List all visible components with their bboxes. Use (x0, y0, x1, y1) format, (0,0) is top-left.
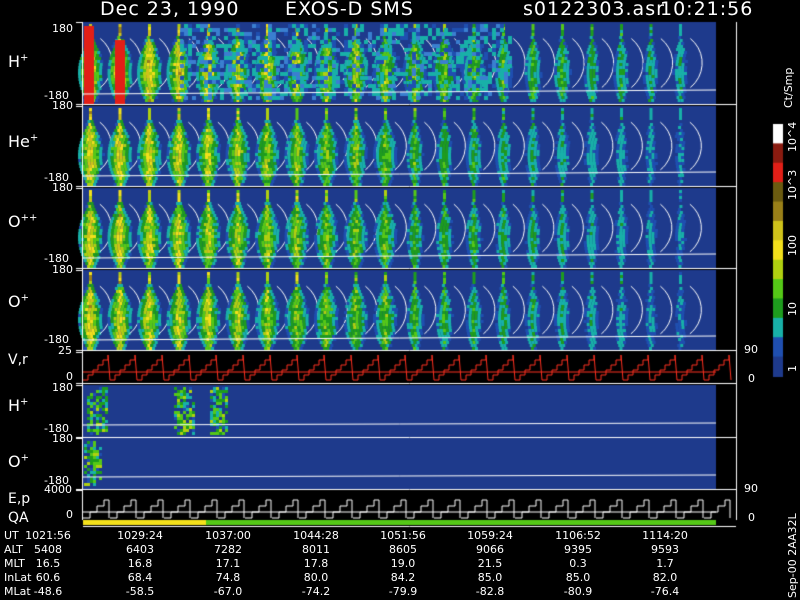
vr-right-bottom-tick: 0 (748, 372, 755, 385)
footer-value: 9066 (476, 543, 504, 556)
footer-value: 16.5 (35, 557, 61, 570)
panel-2-bottom-tick: -180 (44, 252, 69, 265)
footer-row-mlat: MLat -48.6 -58.5 -67.0 -74.2 -79.9 -82.8 -80.9 -… (0, 585, 800, 599)
small-0-bottom-tick: -180 (44, 422, 69, 435)
footer-value: 0.3 (569, 557, 587, 570)
footer-value: 74.8 (215, 571, 241, 584)
footer-row-label: MLat (4, 585, 31, 598)
footer-value: 7282 (214, 543, 242, 556)
footer-value: 1059:24 (467, 529, 513, 542)
footer-value: 8605 (389, 543, 417, 556)
footer-value: -48.6 (33, 585, 63, 598)
footer-value: -67.0 (213, 585, 243, 598)
small-panel-label-o-plus: O+ (8, 452, 29, 471)
footer-row-mlt: MLT 16.5 16.8 17.1 17.8 19.0 21.5 0.3 1.7 (0, 557, 800, 571)
footer-value: 8011 (302, 543, 330, 556)
footer-value: 5408 (34, 543, 62, 556)
vr-bottom-tick: 0 (66, 370, 73, 383)
footer-value: 9593 (651, 543, 679, 556)
ep-top-tick: 4000 (44, 483, 72, 496)
footer-row-label: MLT (4, 557, 25, 570)
footer-value: -79.9 (388, 585, 418, 598)
footer-value: 9395 (564, 543, 592, 556)
footer-value: 6403 (126, 543, 154, 556)
plot-time: 10:21:56 (660, 0, 754, 20)
ep-panel-label: E,p (8, 491, 31, 507)
footer-value: 85.0 (477, 571, 503, 584)
vr-top-tick: 25 (58, 344, 72, 357)
footer-value: 85.0 (565, 571, 591, 584)
footer-value: 1051:56 (380, 529, 426, 542)
footer-value: 17.1 (215, 557, 241, 570)
panel-0-top-tick: 180 (52, 22, 73, 35)
ep-right-top-tick: 90 (744, 482, 758, 495)
footer-value: 82.0 (652, 571, 678, 584)
footer-value: -74.2 (301, 585, 331, 598)
footer-value: -58.5 (125, 585, 155, 598)
footer-value: -80.9 (563, 585, 593, 598)
qa-label: QA (8, 510, 29, 526)
colorbar-label-1: 1 (786, 365, 799, 372)
colorbar-label-1e4: 10^4 (786, 121, 799, 152)
plot-date: Dec 23, 1990 (100, 0, 240, 20)
footer-value: 1114:20 (642, 529, 688, 542)
footer-value: 60.6 (35, 571, 61, 584)
footer-row-ut: UT 1021:56 1029:24 1037:00 1044:28 1051:56 105… (0, 529, 800, 543)
panel-label-o-plus: O+ (8, 292, 29, 311)
footer-value: 19.0 (390, 557, 416, 570)
footer-value: 1037:00 (205, 529, 251, 542)
plot-file: s0122303.asr (523, 0, 665, 20)
footer-value: 80.0 (303, 571, 329, 584)
footer-value: -82.8 (475, 585, 505, 598)
footer-value: 1029:24 (117, 529, 163, 542)
small-1-bottom-tick: -180 (44, 474, 69, 487)
colorbar-label-1e3: 10^3 (786, 169, 799, 200)
colorbar-label-100: 100 (786, 235, 799, 256)
panel-0-bottom-tick: -180 (44, 89, 69, 102)
ep-right-bottom-tick: 0 (748, 511, 755, 524)
panel-3-bottom-tick: -180 (44, 333, 69, 346)
vr-right-top-tick: 90 (744, 343, 758, 356)
footer-value: 68.4 (127, 571, 153, 584)
small-0-top-tick: 180 (52, 381, 73, 394)
footer-value: -76.4 (650, 585, 680, 598)
footer-value: 1044:28 (293, 529, 339, 542)
plot-instrument: EXOS-D SMS (285, 0, 414, 20)
vr-panel-label: V,r (8, 352, 28, 368)
panel-label-he-plus: He+ (8, 132, 39, 151)
footer-row-alt: ALT 5408 6403 7282 8011 8605 9066 9395 9593 (0, 543, 800, 557)
footer-value: 21.5 (477, 557, 503, 570)
panel-1-top-tick: 180 (52, 99, 73, 112)
panel-label-h-plus: H+ (8, 52, 29, 71)
footer-row-label: InLat (4, 571, 32, 584)
colorbar-unit: Ct/Smp (782, 67, 795, 108)
ep-bottom-tick: 0 (66, 508, 73, 521)
panel-label-o-plusplus: O++ (8, 212, 38, 231)
small-1-top-tick: 180 (52, 432, 73, 445)
panel-3-top-tick: 180 (52, 263, 73, 276)
footer-value: 16.8 (127, 557, 153, 570)
footer-row-label: UT (4, 529, 19, 542)
footer-value: 84.2 (390, 571, 416, 584)
panel-2-top-tick: 180 (52, 181, 73, 194)
colorbar-label-10: 10 (786, 302, 799, 316)
footer-value: 1106:52 (555, 529, 601, 542)
small-panel-label-h-plus: H+ (8, 396, 29, 415)
footer-stamp: Sep-00 2AA32L (786, 513, 799, 598)
footer-value: 1.7 (656, 557, 674, 570)
footer-row-inlat: InLat 60.6 68.4 74.8 80.0 84.2 85.0 85.0 82.0 (0, 571, 800, 585)
footer-value: 17.8 (303, 557, 329, 570)
footer-row-label: ALT (4, 543, 23, 556)
footer-value: 1021:56 (25, 529, 71, 542)
panel-1-bottom-tick: -180 (44, 171, 69, 184)
